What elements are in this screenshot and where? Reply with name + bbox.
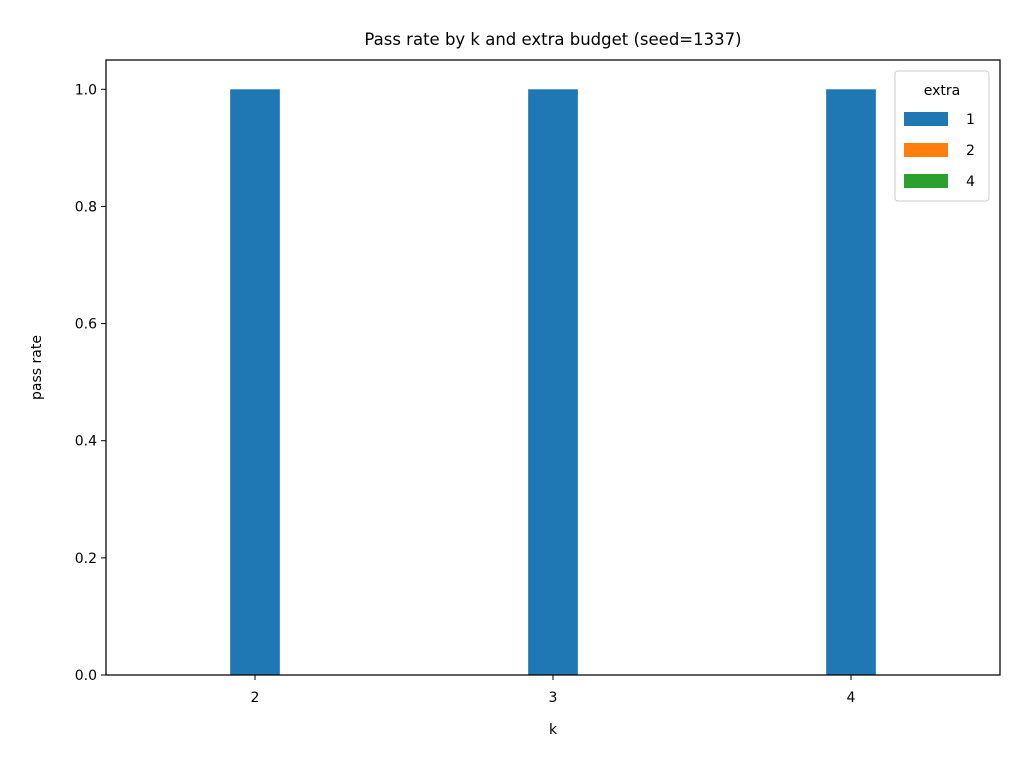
legend-swatch-extra-1: [904, 112, 948, 126]
x-axis-label: k: [549, 722, 558, 738]
y-tick-label: 0.0: [75, 668, 97, 684]
legend: extra 1 2 4: [894, 70, 990, 202]
legend-label-extra-2: 2: [966, 143, 975, 159]
y-axis: 0.0 0.2 0.4 0.6 0.8 1.0: [75, 82, 106, 684]
legend-title: extra: [924, 83, 960, 99]
y-tick-label: 0.4: [75, 434, 97, 450]
x-tick-label: 3: [549, 690, 558, 706]
bar-extra-1-k-2: [230, 89, 280, 676]
chart-title: Pass rate by k and extra budget (seed=13…: [364, 30, 741, 49]
y-tick-label: 0.6: [75, 317, 97, 333]
plot-area: [230, 89, 876, 676]
x-tick-label: 2: [251, 690, 260, 706]
legend-swatch-extra-2: [904, 143, 948, 157]
y-axis-label: pass rate: [29, 335, 45, 400]
y-tick-label: 0.2: [75, 551, 97, 567]
y-tick-label: 0.8: [75, 199, 97, 215]
y-tick-label: 1.0: [75, 82, 97, 98]
legend-items: 1 2 4: [904, 112, 975, 190]
legend-box: [894, 70, 990, 202]
legend-swatch-extra-4: [904, 174, 948, 188]
x-tick-label: 4: [847, 690, 856, 706]
x-axis: 2 3 4: [251, 675, 856, 706]
legend-label-extra-4: 4: [966, 174, 975, 190]
bar-extra-1-k-4: [826, 89, 876, 676]
legend-label-extra-1: 1: [966, 112, 975, 128]
bar-extra-1-k-3: [528, 89, 578, 676]
